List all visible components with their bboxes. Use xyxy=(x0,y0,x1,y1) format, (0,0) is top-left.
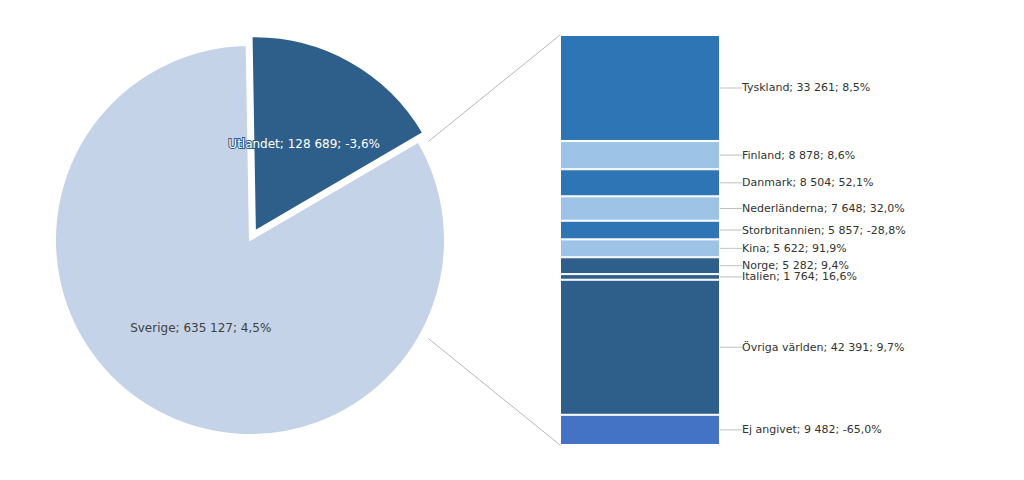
svg-text:Sverige; 635 127; 4,5%: Sverige; 635 127; 4,5% xyxy=(130,321,271,335)
svg-text:Tyskland; 33 261; 8,5%: Tyskland; 33 261; 8,5% xyxy=(741,81,870,94)
svg-text:Norge; 5 282; 9,4%: Norge; 5 282; 9,4% xyxy=(742,259,849,273)
svg-text:Finland; 8 878; 8,6%: Finland; 8 878; 8,6% xyxy=(742,149,855,162)
svg-text:Storbritannien; 5 857; -28,8%: Storbritannien; 5 857; -28,8% xyxy=(742,224,906,237)
svg-text:Nederländerna; 7 648; 32,0%: Nederländerna; 7 648; 32,0% xyxy=(742,202,905,215)
svg-text:Utlandet; 128 689; -3,6%: Utlandet; 128 689; -3,6% xyxy=(228,137,380,151)
svg-text:Italien; 1 764; 16,6%: Italien; 1 764; 16,6% xyxy=(742,270,857,283)
svg-text:Danmark; 8 504; 52,1%: Danmark; 8 504; 52,1% xyxy=(742,176,873,189)
svg-text:Ej angivet; 9 482; -65,0%: Ej angivet; 9 482; -65,0% xyxy=(742,423,882,436)
svg-text:Övriga världen; 42 391; 9,7%: Övriga världen; 42 391; 9,7% xyxy=(742,341,904,354)
svg-text:Kina; 5 622; 91,9%: Kina; 5 622; 91,9% xyxy=(742,242,847,255)
